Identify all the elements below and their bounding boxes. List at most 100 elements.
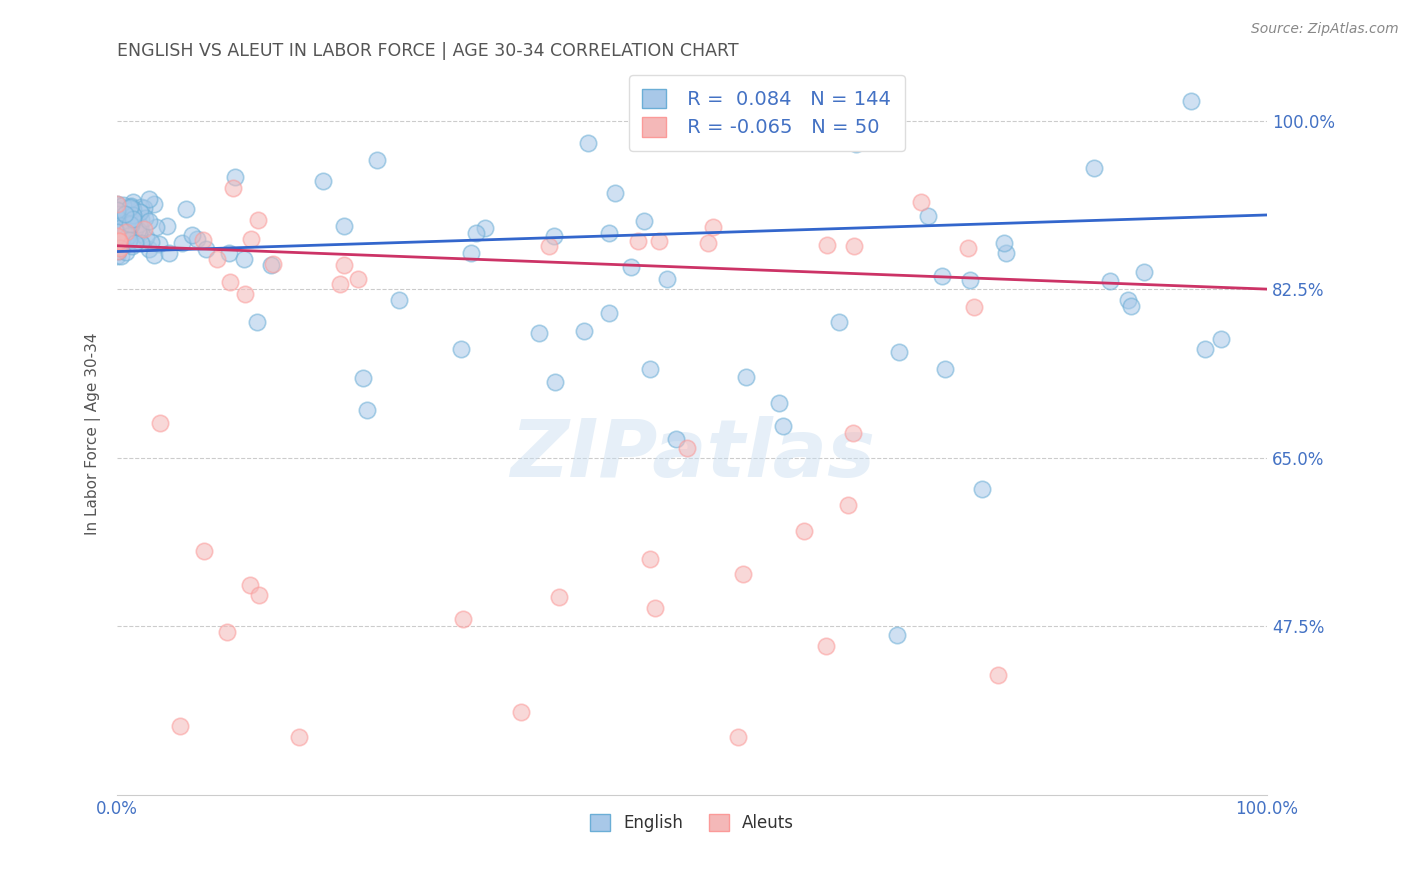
Point (841, 425, 863, 440)
Point (931, 269, 953, 284)
Point (886, 628, 908, 642)
Point (352, 370, 374, 384)
Point (111, 198, 134, 212)
Point (620, 260, 643, 274)
Point (215, 624, 238, 639)
Point (107, 220, 129, 235)
Point (117, 235, 139, 250)
Point (169, 719, 191, 733)
Point (207, 252, 229, 267)
Point (817, 238, 839, 252)
Point (697, 236, 720, 251)
Point (115, 225, 138, 239)
Point (129, 204, 152, 219)
Point (128, 227, 150, 241)
Point (460, 246, 482, 260)
Point (1194, 342, 1216, 356)
Point (366, 153, 388, 167)
Point (115, 245, 138, 260)
Point (122, 209, 145, 223)
Point (959, 272, 981, 286)
Point (828, 315, 851, 329)
Point (105, 219, 128, 233)
Point (574, 324, 596, 338)
Point (149, 416, 172, 430)
Point (450, 343, 472, 357)
Point (107, 228, 129, 243)
Point (110, 221, 132, 235)
Point (1133, 265, 1156, 279)
Point (329, 277, 352, 291)
Point (538, 238, 561, 252)
Text: ZIPatlas: ZIPatlas (509, 417, 875, 494)
Point (112, 227, 135, 242)
Point (111, 227, 134, 241)
Point (157, 245, 180, 260)
Point (108, 234, 131, 248)
Point (115, 218, 138, 232)
Point (239, 578, 262, 592)
Point (120, 199, 142, 213)
Point (889, 344, 911, 359)
Point (112, 227, 135, 241)
Point (105, 197, 128, 211)
Point (143, 248, 166, 262)
Point (346, 272, 368, 286)
Point (249, 589, 271, 603)
Point (121, 208, 143, 222)
Point (181, 227, 204, 242)
Point (115, 219, 138, 233)
Point (288, 730, 311, 744)
Point (108, 241, 131, 255)
Point (464, 226, 486, 240)
Point (111, 220, 134, 235)
Point (627, 234, 650, 248)
Point (135, 230, 157, 244)
Point (451, 612, 474, 626)
Point (934, 362, 956, 376)
Point (108, 234, 131, 248)
Point (527, 326, 550, 341)
Point (731, 566, 754, 581)
Point (993, 235, 1015, 250)
Point (987, 668, 1010, 682)
Point (111, 231, 134, 245)
Point (108, 203, 131, 218)
Point (138, 214, 160, 228)
Point (107, 213, 129, 227)
Point (105, 216, 128, 230)
Point (110, 206, 132, 220)
Point (224, 170, 246, 185)
Point (917, 209, 939, 223)
Point (240, 232, 263, 246)
Point (108, 218, 131, 232)
Point (1180, 95, 1202, 109)
Point (222, 180, 245, 194)
Point (131, 212, 153, 227)
Point (576, 136, 599, 150)
Point (115, 218, 138, 232)
Point (129, 222, 152, 236)
Point (734, 369, 756, 384)
Point (108, 235, 131, 250)
Point (107, 244, 129, 258)
Point (1209, 332, 1232, 346)
Point (548, 590, 571, 604)
Point (246, 315, 269, 329)
Point (132, 201, 155, 215)
Point (174, 202, 197, 216)
Point (124, 221, 146, 235)
Point (676, 441, 699, 455)
Point (772, 418, 794, 433)
Point (219, 275, 242, 289)
Point (768, 396, 790, 410)
Point (727, 730, 749, 744)
Point (145, 219, 167, 234)
Point (129, 235, 152, 250)
Point (120, 218, 142, 232)
Point (111, 238, 134, 252)
Point (1099, 274, 1122, 288)
Point (194, 242, 217, 256)
Point (122, 195, 145, 210)
Point (134, 211, 156, 225)
